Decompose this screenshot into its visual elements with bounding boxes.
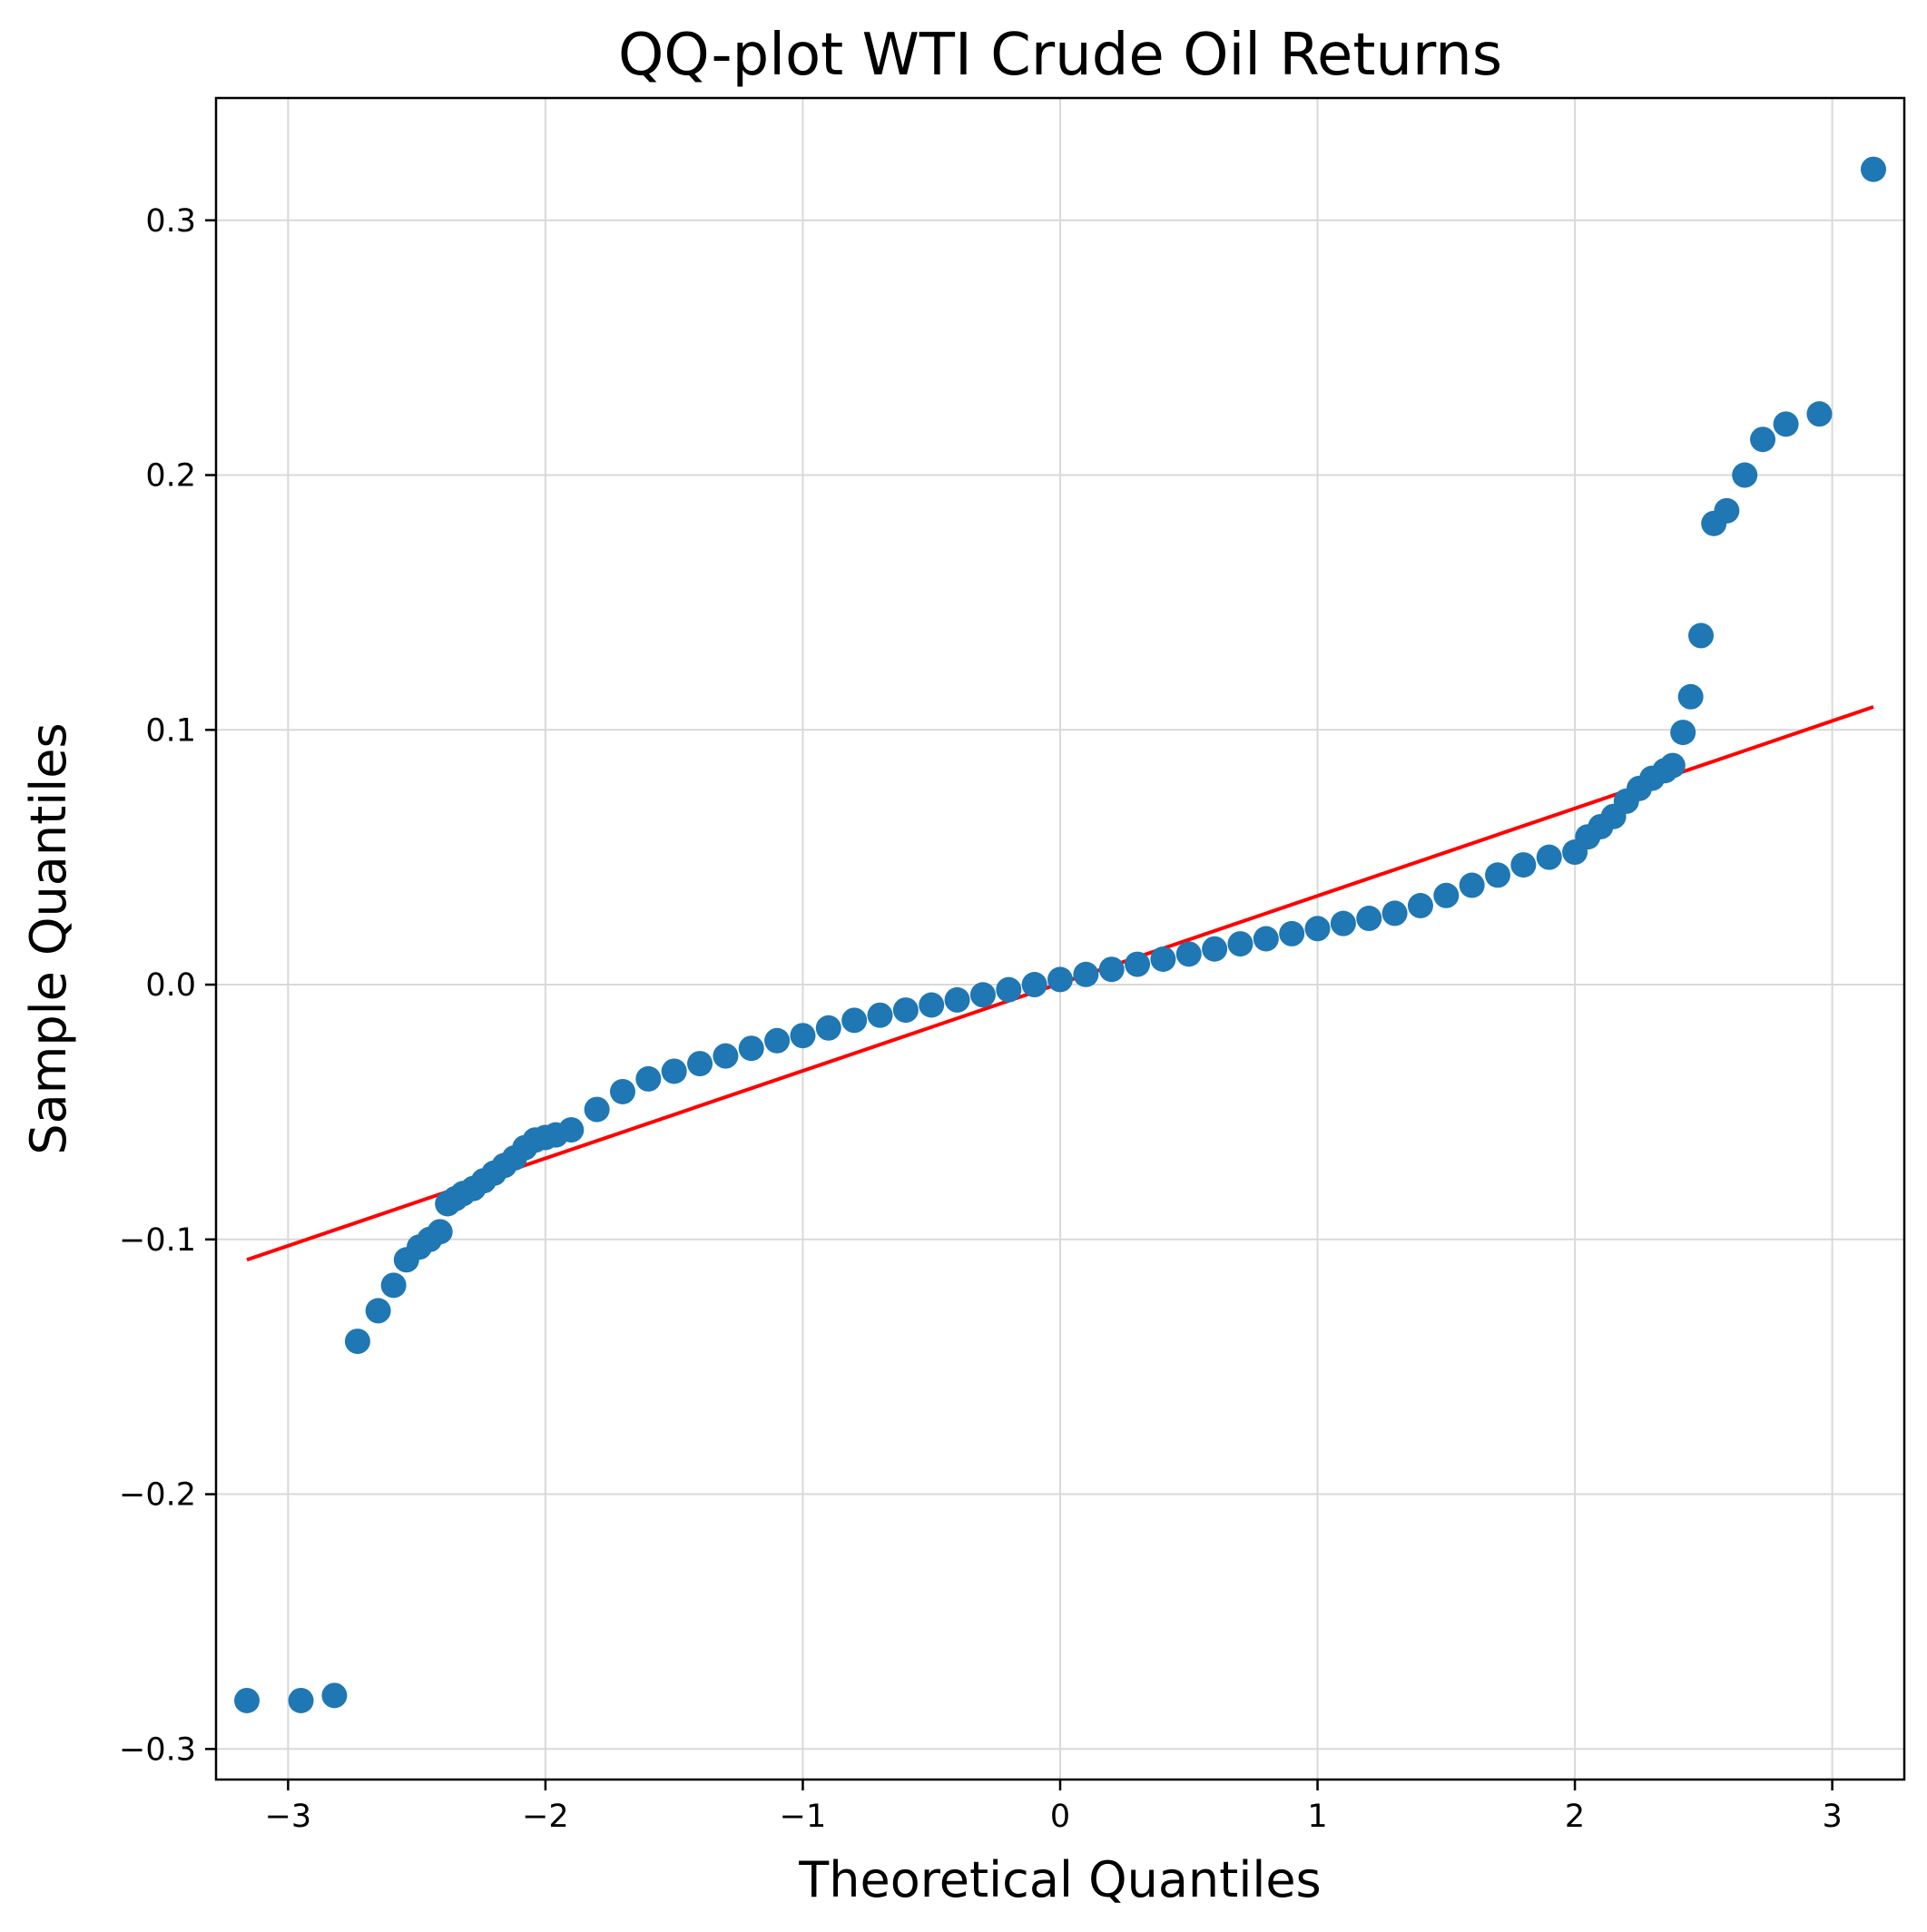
x-tick-label: 3 (1822, 1799, 1842, 1835)
data-point (1485, 862, 1511, 888)
data-point (1073, 961, 1099, 987)
data-point (841, 1007, 868, 1034)
y-tick-label: 0.2 (145, 458, 196, 495)
data-point (1407, 893, 1433, 919)
data-point (1714, 497, 1740, 524)
x-tick-label: −3 (265, 1799, 312, 1835)
data-point (1860, 156, 1886, 182)
data-point (996, 976, 1022, 1003)
x-tick-label: 2 (1565, 1799, 1585, 1835)
y-tick-label: −0.2 (119, 1477, 196, 1514)
data-point (635, 1065, 662, 1092)
data-point (1227, 931, 1254, 957)
y-tick-label: −0.3 (119, 1731, 196, 1768)
data-point (1750, 427, 1776, 453)
data-point (1510, 852, 1537, 878)
data-point (1356, 906, 1382, 932)
x-tick-label: 1 (1307, 1799, 1327, 1835)
data-point (790, 1023, 816, 1049)
data-point (380, 1272, 407, 1299)
data-point (1773, 411, 1799, 437)
data-point (1433, 882, 1460, 908)
data-point (1021, 972, 1047, 998)
data-point (892, 997, 919, 1024)
data-point (687, 1051, 713, 1077)
x-tick-label: 0 (1050, 1799, 1070, 1835)
data-point (1688, 623, 1715, 649)
data-point (584, 1096, 610, 1123)
data-point (321, 1682, 348, 1709)
data-point (427, 1219, 453, 1245)
data-point (1175, 941, 1202, 967)
data-point (1659, 752, 1686, 779)
y-tick-label: 0.3 (145, 203, 196, 240)
data-point (1536, 844, 1562, 870)
data-point (1806, 401, 1833, 427)
data-point (1677, 683, 1704, 710)
data-point (1279, 920, 1305, 946)
data-point (1381, 900, 1408, 927)
data-point (1098, 956, 1125, 983)
data-point (815, 1015, 841, 1041)
data-point (867, 1002, 893, 1028)
chart-title: QQ-plot WTI Crude Oil Returns (618, 22, 1502, 89)
x-axis-label: Theoretical Quantiles (798, 1851, 1321, 1908)
data-point (558, 1117, 585, 1143)
data-point (609, 1078, 635, 1104)
y-tick-label: 0.1 (145, 712, 196, 749)
y-axis-ticks: −0.3 −0.2 −0.1 0.0 0.1 0.2 0.3 (119, 203, 216, 1768)
data-point (1150, 946, 1176, 972)
data-point (365, 1298, 391, 1324)
y-tick-label: −0.1 (119, 1222, 196, 1259)
data-point (1047, 966, 1073, 993)
data-point (661, 1058, 687, 1084)
x-tick-label: −1 (780, 1799, 827, 1835)
data-point (764, 1027, 791, 1054)
y-tick-label: 0.0 (145, 967, 196, 1004)
data-points (234, 156, 1886, 1713)
data-point (1253, 926, 1279, 952)
data-point (344, 1329, 370, 1355)
data-point (1732, 462, 1758, 488)
data-point (1202, 936, 1228, 962)
data-point (944, 986, 970, 1013)
data-point (1670, 720, 1696, 746)
x-axis-ticks: −3 −2 −1 0 1 2 3 (265, 1780, 1843, 1835)
data-point (288, 1687, 314, 1713)
data-point (713, 1043, 739, 1069)
y-axis-label: Sample Quantiles (20, 722, 77, 1154)
data-point (738, 1035, 764, 1062)
data-point (1459, 872, 1485, 898)
data-point (234, 1687, 261, 1713)
data-point (969, 982, 996, 1008)
data-point (1125, 951, 1151, 977)
data-point (1304, 916, 1331, 942)
data-point (1330, 910, 1356, 937)
x-tick-label: −2 (522, 1799, 569, 1835)
data-point (919, 992, 945, 1018)
